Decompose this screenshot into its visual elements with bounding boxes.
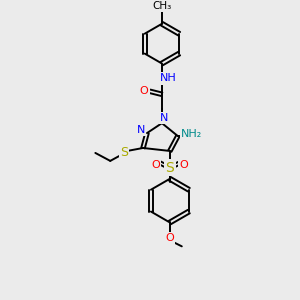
Text: N: N <box>160 113 168 123</box>
Text: S: S <box>120 146 128 159</box>
Text: O: O <box>140 86 148 96</box>
Text: S: S <box>166 161 174 175</box>
Text: N: N <box>137 125 145 135</box>
Text: CH₃: CH₃ <box>152 1 172 11</box>
Text: O: O <box>166 233 174 243</box>
Text: O: O <box>179 160 188 170</box>
Text: NH: NH <box>160 74 176 83</box>
Text: O: O <box>152 160 160 170</box>
Text: NH₂: NH₂ <box>181 129 202 139</box>
